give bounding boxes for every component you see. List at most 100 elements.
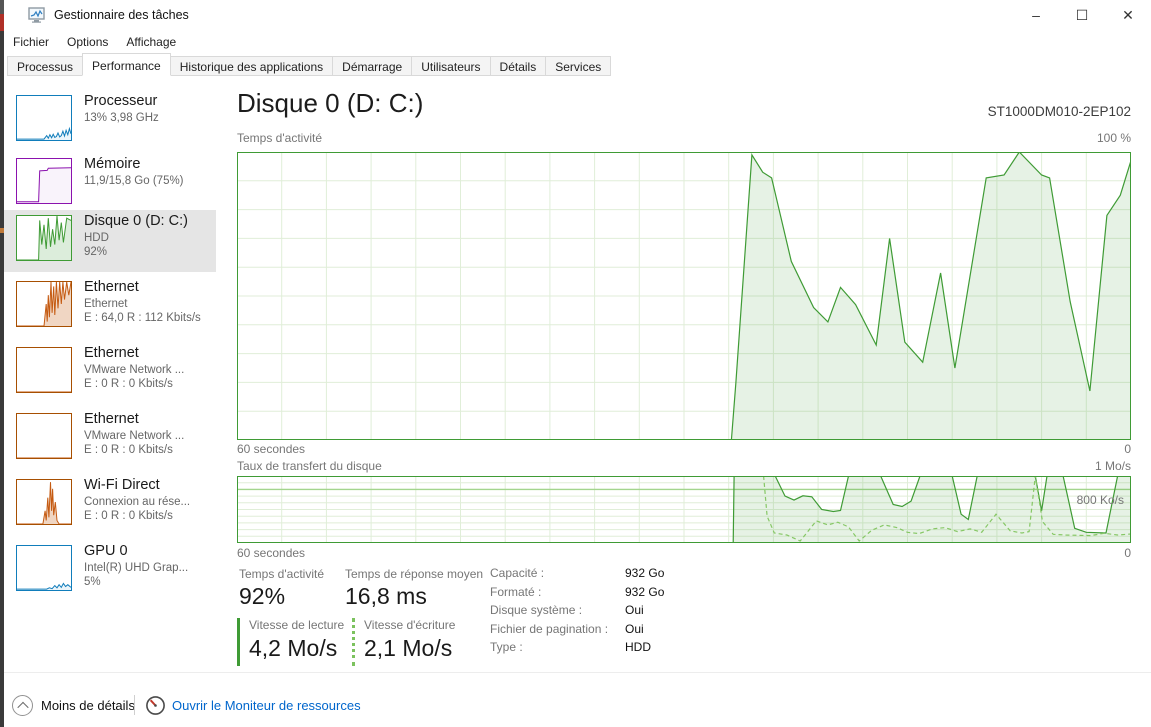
response-time-value: 16,8 ms [345,583,427,609]
sidebar-item-ethernet1[interactable]: Ethernet Ethernet E : 64,0 R : 112 Kbits/s [4,276,216,338]
ethernet1-subline-1: E : 64,0 R : 112 Kbits/s [84,312,201,324]
detail-row-formatted: Formaté : 932 Go [490,584,665,599]
wifi-direct-subline-1: E : 0 R : 0 Kbits/s [84,510,173,522]
memory-mini-chart [16,158,72,204]
window-title: Gestionnaire des tâches [54,8,189,22]
sidebar-item-gpu0[interactable]: GPU 0 Intel(R) UHD Grap... 5% [4,540,216,602]
detail-row-capacity: Capacité : 932 Go [490,566,665,580]
transfer-x-left: 60 secondes [237,546,306,560]
ethernet3-title: Ethernet [84,411,139,427]
ethernet1-title: Ethernet [84,279,139,295]
ethernet2-title: Ethernet [84,345,139,361]
cpu-subline-0: 13% 3,98 GHz [84,112,159,124]
write-speed-value: 2,1 Mo/s [364,635,453,661]
less-details-button[interactable] [12,695,33,716]
response-time-label: Temps de réponse moyen [345,567,484,581]
disk0-title: Disque 0 (D: C:) [84,213,188,229]
wifi-direct-mini-chart [16,479,72,525]
footer-separator [4,672,1151,673]
tabstrip: Processus Performance Historique des appli… [7,53,612,76]
ethernet3-subline-1: E : 0 R : 0 Kbits/s [84,444,173,456]
sidebar-item-cpu[interactable]: Processeur 13% 3,98 GHz [4,90,216,152]
disk-transfer-chart[interactable] [237,476,1131,543]
task-manager-app-icon [28,7,45,23]
ethernet3-mini-chart [16,413,72,459]
transfer-chart-title: Taux de transfert du disque [237,459,382,473]
cpu-labels: Processeur 13% 3,98 GHz [84,92,214,125]
sidebar-item-memory[interactable]: Mémoire 11,9/15,8 Go (75%) [4,153,216,215]
write-speed-label: Vitesse d'écriture [364,618,456,632]
gpu0-title: GPU 0 [84,543,128,559]
transfer-chart-max-label: 1 Mo/s [1094,459,1131,473]
read-speed-label: Vitesse de lecture [249,618,345,632]
transfer-scale-label: 800 Ko/s [1076,493,1124,507]
open-resource-monitor-link[interactable]: Ouvrir le Moniteur de ressources [172,698,361,713]
disk-details-list: Capacité : 932 Go Formaté : 932 Go Disqu… [490,566,820,659]
read-speed-value: 4,2 Mo/s [249,635,338,661]
resource-monitor-icon [146,696,165,715]
active-time-value: 92% [239,583,286,609]
menu-item-options[interactable]: Options [67,34,109,49]
background-window-sliver [0,0,4,727]
active-time-label: Temps d'activité [239,567,324,581]
footer-divider [134,695,135,715]
close-button[interactable]: ✕ [1122,6,1134,23]
sidebar-item-wifi-direct[interactable]: Wi-Fi Direct Connexion au rése... E : 0 R … [4,474,216,536]
cpu-title: Processeur [84,93,158,109]
gpu0-subline-1: 5% [84,576,101,588]
tab-performance[interactable]: Performance [82,53,171,76]
memory-labels: Mémoire 11,9/15,8 Go (75%) [84,155,214,188]
detail-row-pagefile: Fichier de pagination : Oui [490,621,644,636]
transfer-x-right: 0 [1124,546,1131,560]
tab-historique-des-applications[interactable]: Historique des applications [169,56,334,76]
ethernet2-labels: Ethernet VMware Network ... E : 0 R : 0 Kb… [84,344,214,391]
disk0-subline-1: 92% [84,246,108,258]
menubar: Fichier Options Affichage [4,30,1151,53]
tab-utilisateurs[interactable]: Utilisateurs [411,56,491,76]
detail-row-system-disk: Disque système : Oui [490,603,644,617]
gpu0-subline-0: Intel(R) UHD Grap... [84,562,189,574]
ethernet2-mini-chart [16,347,72,393]
tab-services[interactable]: Services [545,56,612,76]
ethernet1-mini-chart [16,281,72,327]
activity-x-right: 0 [1124,442,1131,456]
gpu0-labels: GPU 0 Intel(R) UHD Grap... 5% [84,542,214,589]
sidebar-item-disk0[interactable]: Disque 0 (D: C:) HDD 92% [4,210,216,272]
tab-d-marrage[interactable]: Démarrage [332,56,413,76]
footer: Moins de détails Ouvrir le Moniteur de r… [4,673,1151,727]
sidebar-item-ethernet2[interactable]: Ethernet VMware Network ... E : 0 R : 0 Kb… [4,342,216,404]
maximize-button[interactable]: ☐ [1075,6,1089,23]
disk-activity-chart[interactable] [237,152,1131,440]
wifi-direct-labels: Wi-Fi Direct Connexion au rése... E : 0 R … [84,476,214,523]
ethernet1-subline-0: Ethernet [84,298,128,310]
memory-subline-0: 11,9/15,8 Go (75%) [84,175,184,187]
tab-processus[interactable]: Processus [7,56,84,76]
detail-row-type: Type : HDD [490,640,651,654]
disk0-mini-chart [16,215,72,261]
ethernet3-labels: Ethernet VMware Network ... E : 0 R : 0 Kb… [84,410,214,457]
wifi-direct-subline-0: Connexion au rése... [84,496,191,508]
activity-chart-max-label: 100 % [1096,131,1131,145]
minimize-button[interactable]: – [1032,7,1040,23]
read-speed-block: Vitesse de lecture 4,2 Mo/s [237,618,344,666]
device-model-label: ST1000DM010-2EP102 [987,104,1131,119]
menu-item-affichage[interactable]: Affichage [126,34,177,49]
page-title: Disque 0 (D: C:) [237,88,424,118]
tab-d-tails[interactable]: Détails [489,56,547,76]
activity-x-left: 60 secondes [237,442,306,456]
gpu0-mini-chart [16,545,72,591]
ethernet3-subline-0: VMware Network ... [84,430,185,442]
write-speed-block: Vitesse d'écriture 2,1 Mo/s [352,618,455,666]
memory-title: Mémoire [84,156,141,172]
less-details-label[interactable]: Moins de détails [41,698,135,713]
titlebar[interactable]: Gestionnaire des tâches – ☐ ✕ [4,0,1151,30]
sidebar-item-ethernet3[interactable]: Ethernet VMware Network ... E : 0 R : 0 Kb… [4,408,216,470]
ethernet1-labels: Ethernet Ethernet E : 64,0 R : 112 Kbits/s [84,278,214,325]
ethernet2-subline-1: E : 0 R : 0 Kbits/s [84,378,173,390]
ethernet2-subline-0: VMware Network ... [84,364,185,376]
activity-chart-title: Temps d'activité [237,131,322,145]
wifi-direct-title: Wi-Fi Direct [84,477,160,493]
menu-item-fichier[interactable]: Fichier [13,34,50,49]
sidebar: Processeur 13% 3,98 GHz Mémoire 11,9/15,8 G… [4,84,220,670]
